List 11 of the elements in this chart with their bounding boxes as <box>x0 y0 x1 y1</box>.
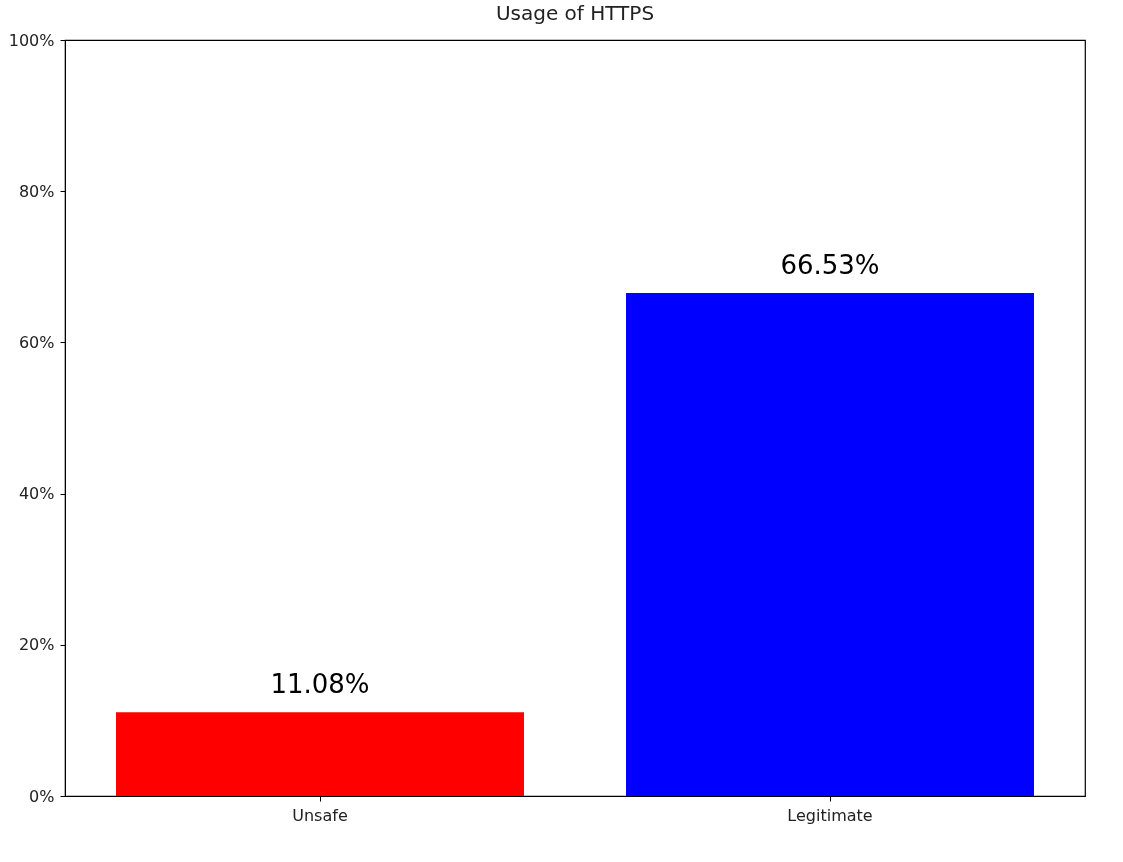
y-tick-label: 60% <box>18 332 55 352</box>
data-label: 66.53% <box>780 250 880 281</box>
x-tick-label: Unsafe <box>292 805 348 825</box>
y-tick-label: 80% <box>18 181 55 201</box>
y-tick-label: 0% <box>29 786 55 806</box>
y-tick-label: 100% <box>8 30 55 50</box>
x-tick-label: Legitimate <box>787 805 873 825</box>
y-tick-label: 20% <box>18 635 55 655</box>
y-tick-label: 40% <box>18 484 55 504</box>
chart-title: Usage of HTTPS <box>495 1 655 25</box>
data-label: 11.08% <box>270 669 370 700</box>
